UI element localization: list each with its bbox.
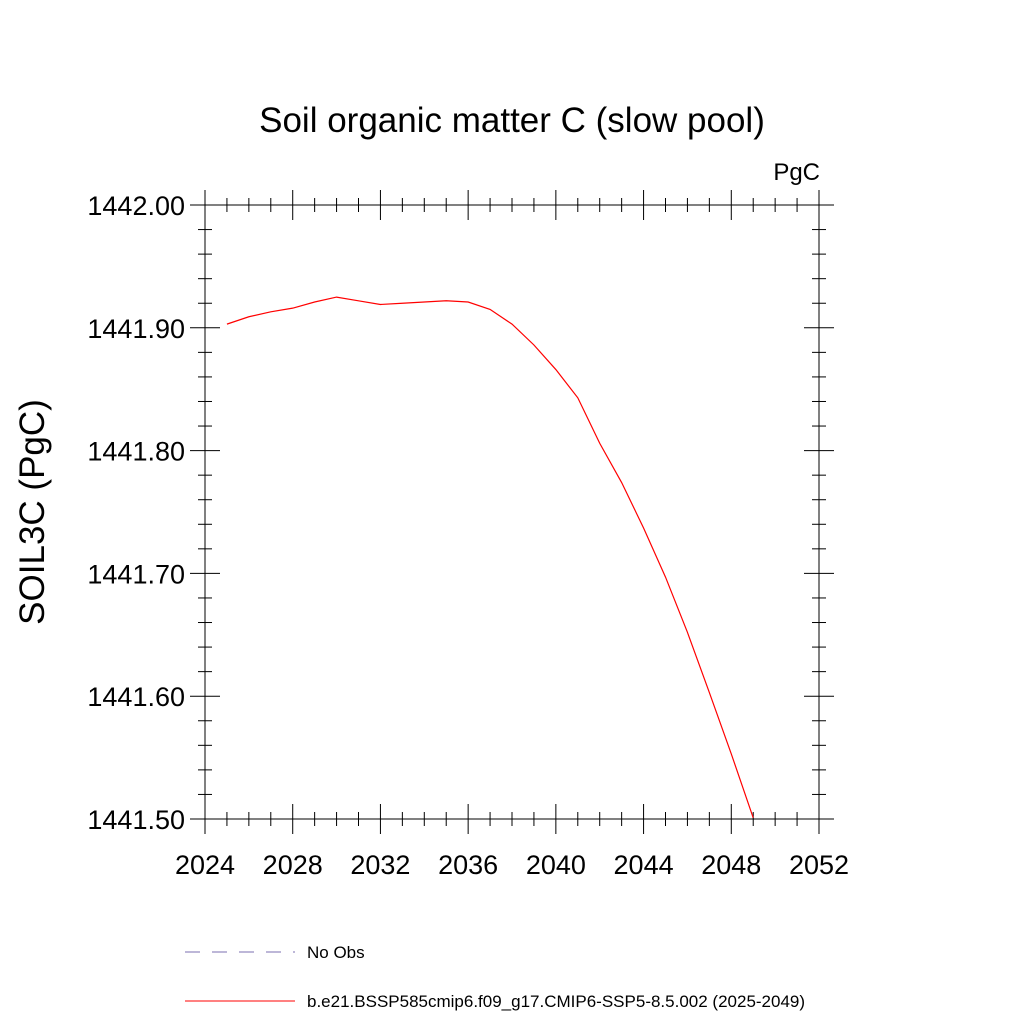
x-tick-label: 2044 [614,850,674,880]
legend-label: b.e21.BSSP585cmip6.f09_g17.CMIP6-SSP5-8.… [307,992,805,1011]
x-tick-label: 2052 [789,850,849,880]
y-tick-label: 1441.80 [87,437,185,467]
axis-ticks [190,190,834,834]
x-tick-label: 2048 [701,850,761,880]
tick-labels: 2024 2028 2032 2036 2040 2044 2048 2052 1441.50 1… [87,191,849,880]
y-tick-label: 1441.60 [87,682,185,712]
legend: No Obs b.e21.BSSP585cmip6.f09_g17.CMIP6-S… [185,943,805,1011]
y-tick-label: 1441.50 [87,805,185,835]
chart-title: Soil organic matter C (slow pool) [259,101,765,140]
y-tick-label: 1441.90 [87,314,185,344]
series-layer [226,296,754,818]
x-tick-label: 2024 [175,850,235,880]
series-line [226,296,754,818]
legend-label: No Obs [307,943,365,962]
x-tick-label: 2028 [263,850,323,880]
x-tick-label: 2036 [438,850,498,880]
y-tick-label: 1441.70 [87,559,185,589]
units-label: PgC [773,159,820,186]
y-tick-label: 1442.00 [87,191,185,221]
y-axis-label: SOIL3C (PgC) [13,399,52,625]
x-tick-label: 2040 [526,850,586,880]
x-tick-label: 2032 [350,850,410,880]
plot-frame [204,204,820,820]
